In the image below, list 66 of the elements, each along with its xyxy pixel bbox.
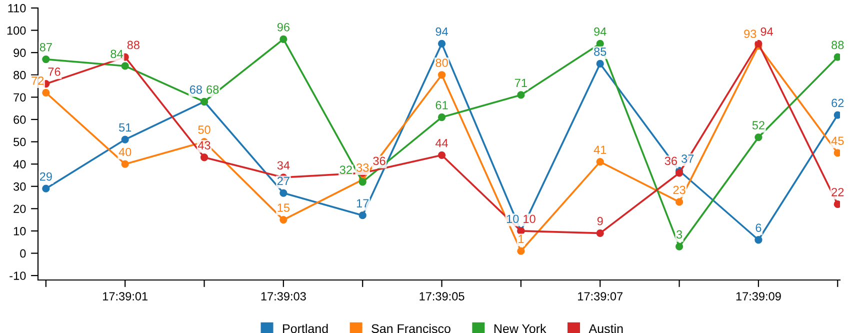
data-label: 71: [514, 78, 527, 87]
data-label: 34: [277, 161, 290, 170]
data-label: 10: [506, 214, 519, 224]
data-label: 33: [356, 163, 369, 172]
legend-label: Portland: [283, 324, 328, 333]
x-tick-label: 17:39:09: [736, 292, 781, 300]
y-tick-label: 50: [14, 138, 26, 146]
data-label: 94: [760, 27, 774, 36]
data-label: 76: [48, 68, 60, 76]
y-tick-label: 90: [14, 48, 26, 57]
data-label: 50: [198, 126, 210, 134]
data-label: 1: [518, 234, 524, 244]
y-tick-label: 0: [20, 249, 26, 258]
data-label: 93: [744, 30, 756, 38]
data-label: 52: [752, 121, 764, 130]
data-label: 32: [340, 166, 352, 174]
data-label: 36: [664, 156, 677, 166]
data-label: 3: [676, 230, 682, 239]
data-label: 44: [435, 139, 448, 148]
data-label: 6: [756, 224, 762, 232]
data-label: 84: [110, 50, 123, 58]
data-label: 96: [277, 22, 290, 32]
data-label: 62: [832, 98, 844, 108]
data-label: 37: [682, 154, 694, 163]
data-label: 45: [831, 136, 844, 146]
x-tick-label: 17:39:03: [261, 292, 306, 300]
x-tick-label: 17:39:07: [578, 292, 622, 300]
data-label: 68: [190, 85, 202, 94]
y-tick-label: 40: [13, 160, 26, 168]
data-label: 88: [832, 40, 844, 50]
data-label: 94: [436, 27, 448, 36]
y-tick-label: 30: [14, 182, 26, 191]
data-label: 88: [127, 40, 140, 50]
data-label: 41: [594, 146, 606, 154]
y-tick-label: 100: [7, 26, 26, 35]
data-label: 61: [436, 100, 448, 110]
data-label: 85: [594, 47, 606, 56]
x-tick-label: 17:39:01: [103, 292, 148, 300]
data-label: 27: [277, 176, 290, 186]
y-tick-label: 80: [14, 70, 26, 80]
x-tick-label: 17:39:05: [420, 292, 464, 300]
data-label: 43: [198, 141, 210, 150]
data-label: 29: [40, 172, 52, 181]
y-tick-label: -10: [10, 272, 26, 280]
legend-label: Austin: [588, 324, 623, 333]
data-label: 72: [32, 76, 44, 85]
data-label: 22: [832, 188, 844, 196]
data-label: 68: [206, 85, 219, 94]
y-tick-label: 20: [14, 204, 26, 214]
y-tick-label: 110: [8, 4, 26, 12]
legend-label: San Francisco: [372, 324, 450, 333]
data-label: 23: [673, 186, 686, 194]
data-label: 10: [524, 214, 536, 224]
data-label: 17: [356, 199, 369, 208]
data-label: 80: [436, 58, 448, 67]
data-label: 94: [594, 27, 606, 36]
data-label: 51: [118, 123, 132, 132]
data-label: 9: [597, 216, 603, 226]
data-label: 40: [118, 148, 132, 156]
data-label: 36: [373, 156, 386, 166]
legend-label: New York: [494, 324, 546, 333]
y-tick-label: 10: [14, 226, 26, 236]
data-label: 87: [40, 43, 52, 52]
y-tick-label: 70: [14, 93, 26, 102]
y-tick-label: 60: [14, 116, 26, 124]
data-label: 15: [278, 204, 290, 212]
